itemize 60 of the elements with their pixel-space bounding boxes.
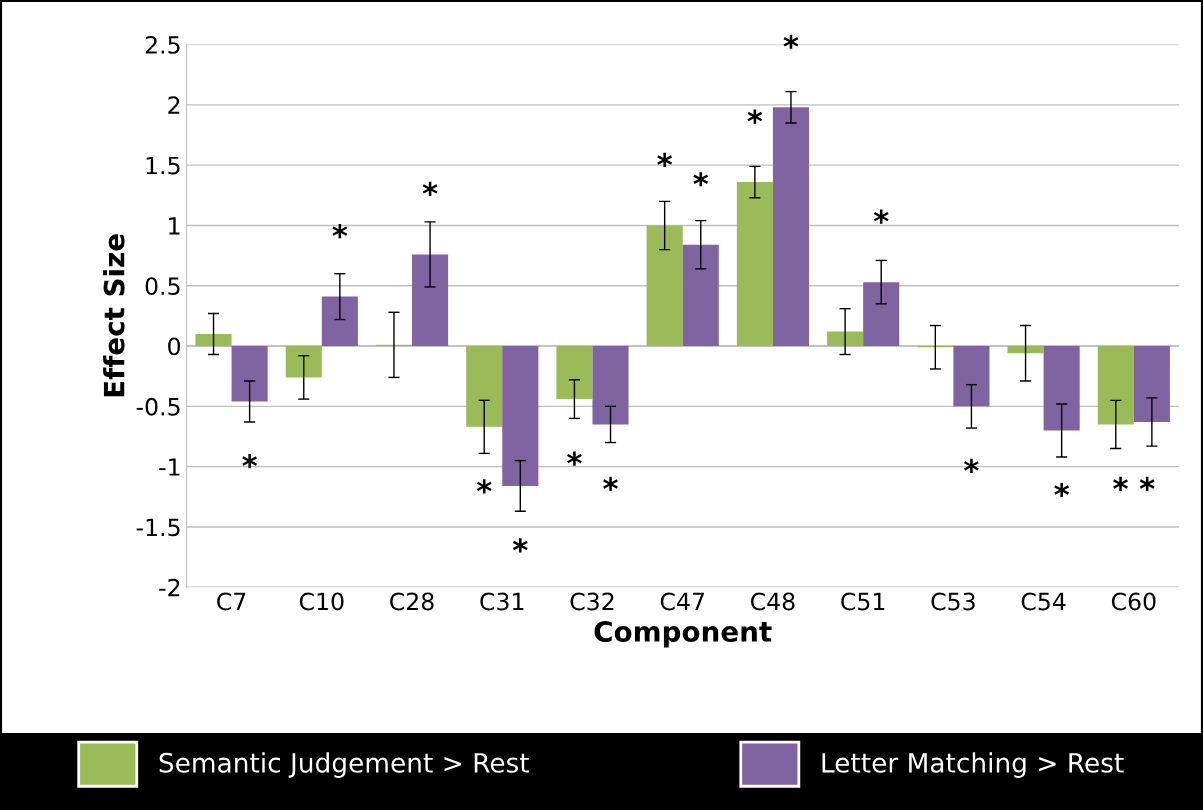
bar xyxy=(195,333,232,347)
bar xyxy=(592,346,629,425)
annotation: * xyxy=(1054,482,1070,498)
bar xyxy=(1007,346,1044,354)
x-tick-label: C28 xyxy=(390,592,434,611)
annotation: * xyxy=(332,224,348,239)
x-tick-label: C7 xyxy=(217,592,246,611)
x-tick-label: C53 xyxy=(931,592,975,611)
y-axis-title: Effect Size xyxy=(103,234,125,397)
bar xyxy=(412,254,449,347)
legend-label: Letter Matching > Rest xyxy=(822,752,1124,778)
x-tick-label: C31 xyxy=(480,592,524,611)
x-tick-label: C51 xyxy=(841,592,885,611)
bar xyxy=(827,331,864,347)
x-tick-label: C32 xyxy=(570,592,614,611)
bar xyxy=(285,346,322,378)
x-tick-label: C48 xyxy=(750,592,795,611)
bar xyxy=(1097,346,1134,425)
y-tick-label: 1 xyxy=(169,217,180,235)
x-tick-label: C10 xyxy=(299,592,344,611)
x-tick-label: C47 xyxy=(660,592,704,611)
bar xyxy=(646,225,683,347)
annotation: * xyxy=(242,453,257,469)
y-tick-label: 0.5 xyxy=(145,277,180,296)
x-tick-label: C54 xyxy=(1021,592,1066,611)
annotation: * xyxy=(964,458,979,473)
y-tick-label: -1 xyxy=(159,458,180,476)
annotation: * xyxy=(657,152,673,168)
bar xyxy=(1133,346,1170,423)
annotation: * * xyxy=(1113,476,1155,492)
y-tick-label: -1.5 xyxy=(136,518,180,537)
bar xyxy=(772,107,810,347)
bar xyxy=(502,346,539,486)
y-tick-label: 1.5 xyxy=(146,156,180,175)
bar xyxy=(556,346,593,400)
annotation: * xyxy=(873,209,889,224)
bar xyxy=(231,346,268,402)
annotation: * xyxy=(512,538,528,553)
annotation: * xyxy=(747,109,763,124)
bar xyxy=(321,296,358,347)
bar xyxy=(953,346,990,407)
y-tick-label: 2 xyxy=(168,96,180,114)
bar xyxy=(466,346,503,427)
y-tick-label: 2.5 xyxy=(145,36,180,54)
legend-label: Semantic Judgement > Rest xyxy=(159,752,530,778)
y-tick-label: -2 xyxy=(159,578,180,597)
x-tick-label: C60 xyxy=(1111,592,1156,611)
annotation: * xyxy=(476,479,492,494)
x-axis-title: Component xyxy=(594,621,772,648)
bar xyxy=(863,282,900,347)
annotation: * xyxy=(567,451,582,466)
bar xyxy=(682,244,719,347)
annotation: * xyxy=(783,34,799,49)
y-tick-label: -0.5 xyxy=(136,397,180,416)
y-tick-label: 0 xyxy=(168,337,181,356)
annotation: * xyxy=(603,476,618,492)
annotation: * xyxy=(693,172,709,187)
bar xyxy=(736,182,773,347)
bar xyxy=(1043,346,1080,431)
annotation: * xyxy=(422,181,438,196)
